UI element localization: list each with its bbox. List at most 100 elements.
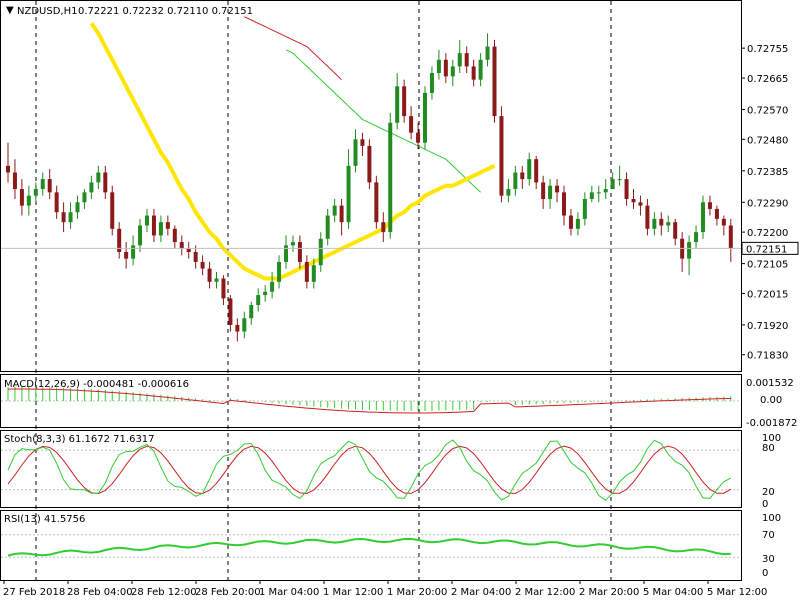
candle-body	[19, 189, 24, 206]
candle-body	[151, 215, 156, 236]
candle-body	[165, 222, 170, 229]
candle-body	[75, 202, 80, 213]
candle-body	[694, 232, 699, 243]
candle-body	[54, 192, 59, 213]
candle-body	[562, 192, 566, 216]
symbol-arrow-icon[interactable]: ▼	[6, 5, 14, 16]
rsi-panel[interactable]	[0, 510, 742, 581]
candle-body	[527, 159, 532, 180]
price-tick-label: 0.72290	[747, 198, 788, 209]
candle-body	[471, 66, 476, 80]
candle-body	[388, 122, 393, 233]
candle-body	[728, 225, 733, 249]
candle-body	[131, 245, 136, 259]
candle-body	[263, 291, 268, 296]
candle-body	[6, 165, 10, 173]
candle-body	[26, 195, 31, 206]
candle-body	[478, 59, 483, 80]
candle-body	[721, 218, 726, 226]
candle-body	[221, 278, 226, 299]
candle-body	[256, 295, 261, 306]
candle-body	[172, 228, 177, 243]
candle-body	[575, 218, 580, 229]
time-tick-label: 28 Feb 04:00	[67, 587, 133, 598]
time-tick-label: 2 Mar 20:00	[579, 587, 639, 598]
price-tick-label: 0.72755	[747, 44, 788, 55]
candle-body	[443, 59, 448, 77]
price-panel[interactable]	[0, 0, 742, 372]
candle-body	[409, 116, 414, 133]
rsi-level-100: 100	[762, 513, 781, 524]
candle-body	[297, 242, 302, 262]
candle-body	[603, 189, 608, 193]
time-tick-label: 27 Feb 2018	[3, 587, 65, 598]
stoch-series	[1, 439, 741, 501]
macd-label: MACD(12,26,9) -0.000481 -0.000616	[4, 379, 189, 390]
candle-body	[485, 46, 490, 60]
candle-body	[158, 222, 163, 236]
stoch-signal-line	[7, 445, 732, 495]
rsi-level-70: 70	[762, 530, 775, 541]
macd-level-zero: 0.00	[760, 395, 782, 406]
candle-body	[228, 298, 233, 325]
macd-level-min: -0.001872	[746, 418, 797, 429]
candle-body	[235, 324, 240, 332]
stoch-label: Stoch(8,3,3) 61.1672 71.6317	[4, 434, 155, 445]
candle-body	[270, 281, 275, 292]
candle-body	[568, 215, 573, 229]
time-tick-label: 1 Mar 12:00	[323, 587, 383, 598]
ohlc-values: 0.72221 0.72232 0.72110 0.72151	[78, 6, 253, 17]
candle-body	[499, 116, 504, 196]
candle-body	[179, 242, 184, 249]
time-tick-label: 28 Feb 12:00	[131, 587, 197, 598]
candle-body	[214, 278, 219, 282]
ma-slow-line	[244, 16, 342, 81]
stoch-panel[interactable]	[0, 430, 742, 508]
stoch-level-80: 80	[762, 443, 775, 454]
candle-body	[450, 66, 455, 77]
stoch-level-20: 20	[762, 487, 775, 498]
time-tick-label: 5 Mar 04:00	[643, 587, 703, 598]
candle-body	[506, 189, 511, 196]
candle-body	[416, 132, 421, 143]
candle-body	[207, 268, 212, 282]
candle-body	[457, 53, 462, 67]
stoch-level-0: 0	[762, 499, 768, 510]
stoch-main-line	[7, 439, 732, 501]
candle-body	[541, 182, 546, 199]
candle-body	[311, 265, 316, 282]
session-separators	[35, 1, 612, 580]
candle-body	[40, 179, 45, 190]
price-tick-label: 0.71920	[747, 321, 788, 332]
rsi-line	[7, 537, 731, 557]
candle-body	[631, 198, 636, 203]
macd-level-max: 0.001532	[746, 378, 794, 389]
candle-body	[110, 192, 115, 229]
rsi-level-30: 30	[762, 554, 775, 565]
candle-body	[367, 145, 372, 183]
candle-body	[464, 53, 469, 67]
candle-body	[249, 305, 254, 319]
time-tick-label: 2 Mar 04:00	[451, 587, 511, 598]
candle-body	[12, 172, 17, 190]
candle-body	[339, 205, 344, 223]
time-tick-label: 5 Mar 12:00	[707, 587, 767, 598]
ma-mid-line	[285, 49, 481, 193]
candle-body	[617, 179, 622, 181]
candle-body	[68, 212, 73, 223]
candle-body	[103, 172, 108, 193]
candle-body	[423, 92, 427, 143]
candle-body	[666, 222, 671, 226]
price-tick-label: 0.72105	[747, 260, 788, 271]
price-tick-label: 0.72200	[747, 228, 788, 239]
candle-body	[124, 252, 129, 259]
candle-body	[33, 189, 38, 196]
candle-body	[624, 179, 629, 199]
candle-body	[304, 261, 309, 282]
price-tick-label: 0.72015	[747, 289, 788, 300]
candle-body	[284, 245, 288, 262]
time-tick-label: 1 Mar 04:00	[259, 587, 319, 598]
price-series	[1, 16, 741, 342]
price-tick-label: 0.72665	[747, 74, 788, 85]
